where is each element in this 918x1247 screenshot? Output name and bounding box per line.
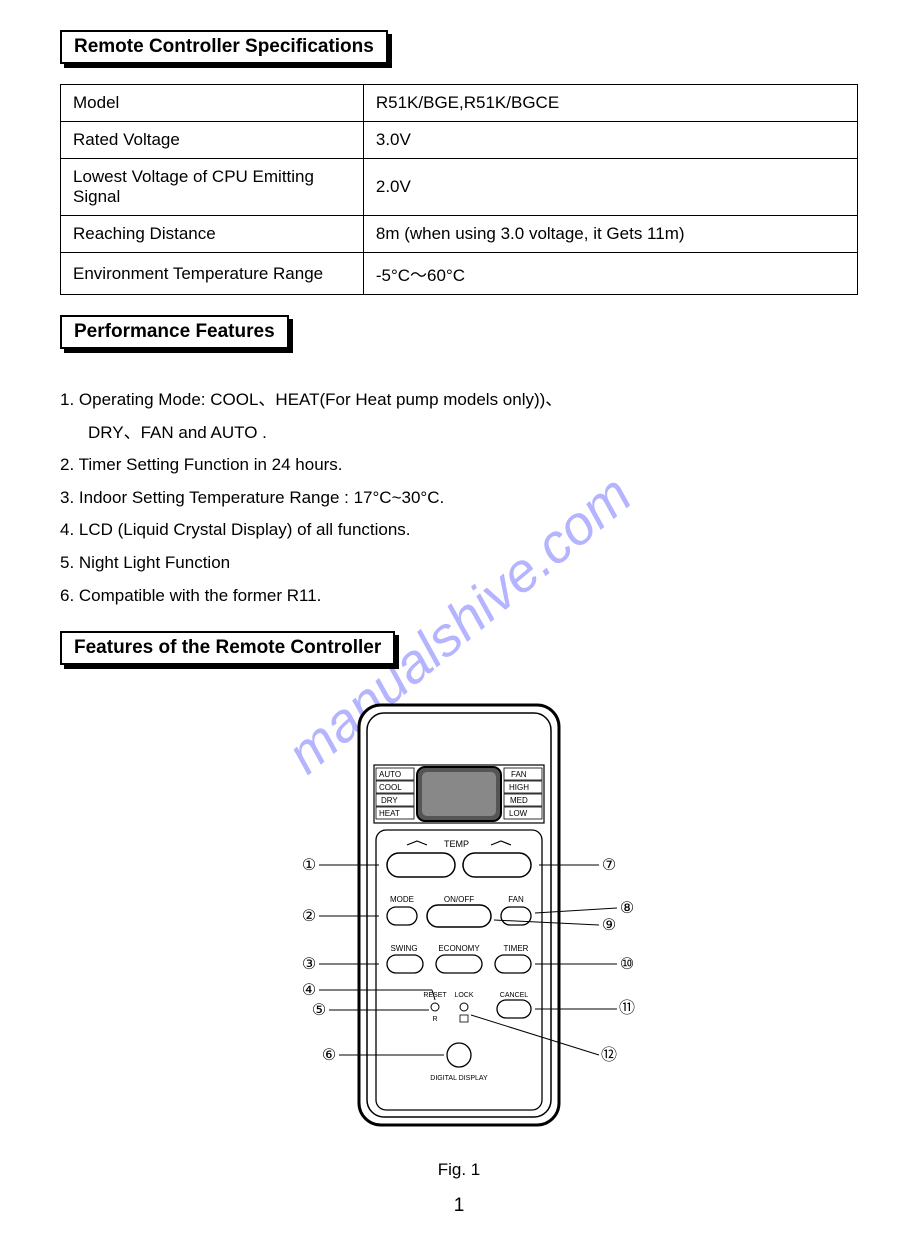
svg-text:①: ①	[302, 857, 316, 874]
svg-text:TEMP: TEMP	[444, 839, 469, 849]
feature-item: 6. Compatible with the former R11.	[60, 581, 858, 612]
svg-text:COOL: COOL	[379, 783, 402, 792]
spec-value: R51K/BGE,R51K/BGCE	[363, 85, 857, 122]
svg-text:DIGITAL DISPLAY: DIGITAL DISPLAY	[430, 1075, 488, 1082]
svg-text:MED: MED	[510, 796, 528, 805]
feature-item: 2. Timer Setting Function in 24 hours.	[60, 450, 858, 481]
remote-features-header: Features of the Remote Controller	[60, 631, 395, 665]
svg-text:⑦: ⑦	[602, 857, 616, 874]
svg-text:⑤: ⑤	[312, 1002, 326, 1019]
svg-text:⑧: ⑧	[620, 900, 634, 917]
svg-text:②: ②	[302, 908, 316, 925]
svg-text:⑪: ⑪	[619, 999, 635, 1017]
svg-text:⑫: ⑫	[601, 1046, 617, 1064]
spec-value: -5°C～60°C	[363, 253, 857, 295]
svg-text:MODE: MODE	[390, 895, 414, 904]
svg-text:⑩: ⑩	[620, 956, 634, 973]
features-list: 1. Operating Mode: COOL、HEAT(For Heat pu…	[60, 385, 858, 611]
svg-text:④: ④	[302, 982, 316, 999]
svg-text:LOW: LOW	[509, 809, 528, 818]
feature-item: 3. Indoor Setting Temperature Range : 17…	[60, 483, 858, 514]
svg-text:HEAT: HEAT	[379, 809, 400, 818]
svg-text:RESET: RESET	[423, 992, 447, 999]
svg-text:CANCEL: CANCEL	[500, 992, 529, 999]
svg-text:③: ③	[302, 956, 316, 973]
page-number: 1	[60, 1195, 858, 1217]
spec-label: Lowest Voltage of CPU Emitting Signal	[61, 159, 364, 216]
svg-text:FAN: FAN	[511, 770, 527, 779]
svg-text:FAN: FAN	[508, 895, 524, 904]
feature-item: 4. LCD (Liquid Crystal Display) of all f…	[60, 515, 858, 546]
svg-text:LOCK: LOCK	[454, 992, 473, 999]
svg-text:HIGH: HIGH	[509, 783, 529, 792]
svg-text:ECONOMY: ECONOMY	[438, 944, 480, 953]
perf-header: Performance Features	[60, 315, 289, 349]
figure-label: Fig. 1	[60, 1160, 858, 1180]
spec-label: Reaching Distance	[61, 216, 364, 253]
svg-text:SWING: SWING	[390, 944, 417, 953]
spec-value: 3.0V	[363, 122, 857, 159]
spec-label: Model	[61, 85, 364, 122]
svg-text:⑥: ⑥	[322, 1047, 336, 1064]
svg-text:TIMER: TIMER	[504, 944, 529, 953]
spec-value: 2.0V	[363, 159, 857, 216]
feature-item: 5. Night Light Function	[60, 548, 858, 579]
svg-text:R: R	[432, 1016, 437, 1023]
svg-text:AUTO: AUTO	[379, 770, 401, 779]
spec-label: Rated Voltage	[61, 122, 364, 159]
spec-label: Environment Temperature Range	[61, 253, 364, 295]
feature-item: 1. Operating Mode: COOL、HEAT(For Heat pu…	[60, 385, 858, 416]
feature-item: DRY、FAN and AUTO .	[60, 418, 858, 449]
spec-value: 8m (when using 3.0 voltage, it Gets 11m)	[363, 216, 857, 253]
svg-text:ON/OFF: ON/OFF	[444, 895, 474, 904]
remote-diagram: AUTO COOL DRY HEAT FAN HIGH MED LOW	[60, 695, 858, 1135]
specs-header: Remote Controller Specifications	[60, 30, 388, 64]
spec-table: ModelR51K/BGE,R51K/BGCE Rated Voltage3.0…	[60, 84, 858, 295]
svg-text:DRY: DRY	[381, 796, 398, 805]
svg-text:⑨: ⑨	[602, 917, 616, 934]
